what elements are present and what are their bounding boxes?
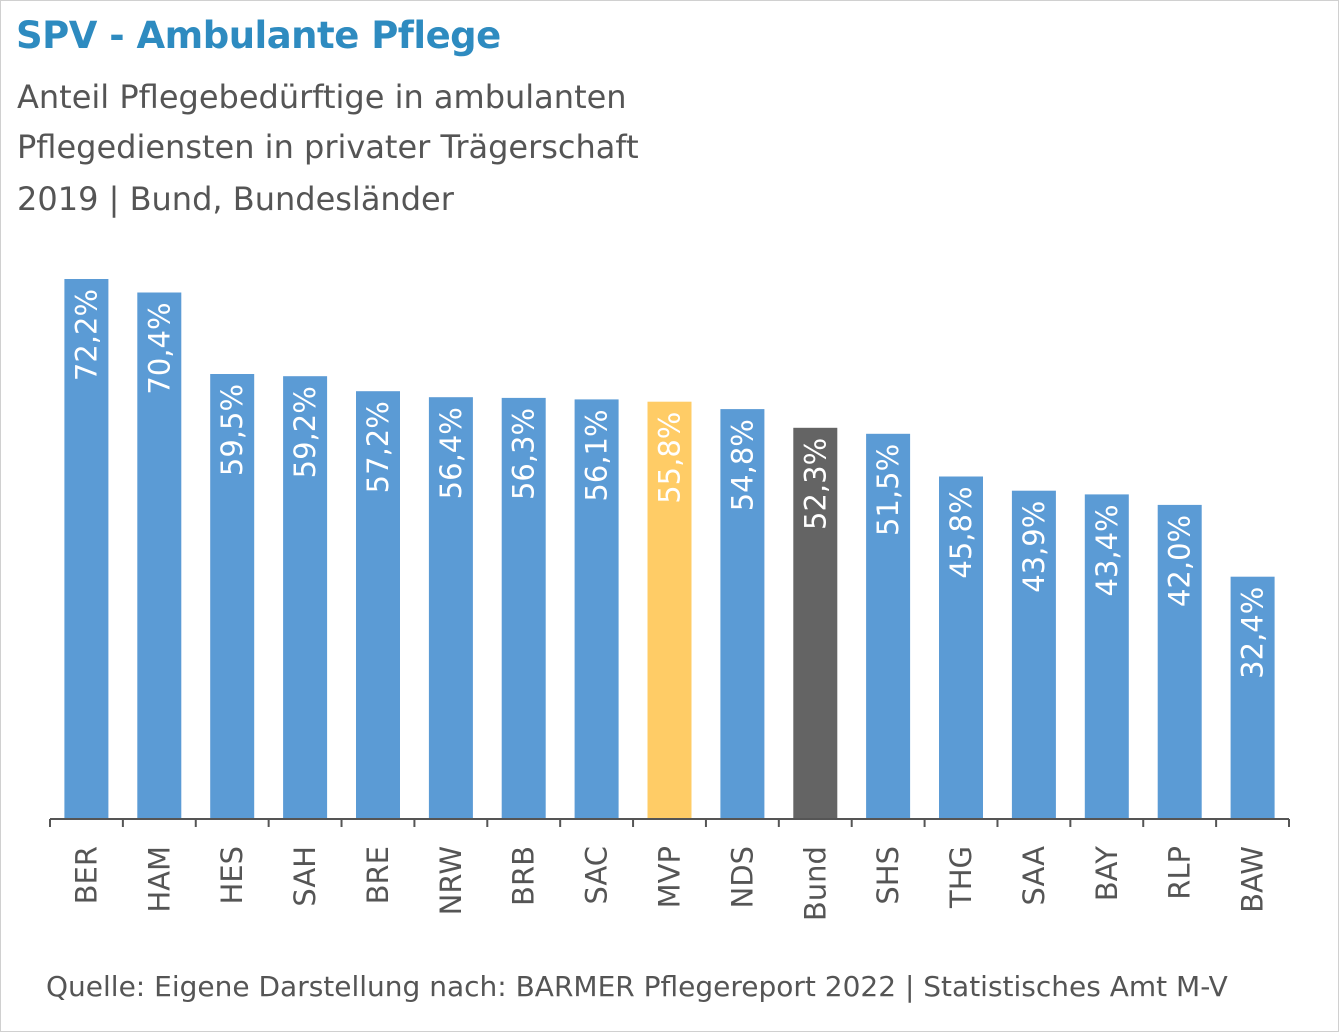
bar-bund [793, 427, 838, 819]
bar-thg [939, 476, 983, 819]
tick-label-rlp: RLP [1163, 846, 1197, 900]
tick-label-nds: NDS [725, 846, 759, 908]
data-label-rlp: 42,0% [1163, 515, 1197, 607]
chart-subtitle-line-2: Pflegediensten in privater Trägerschaft [17, 128, 639, 166]
bar-bre [356, 391, 400, 819]
chart-title: SPV - Ambulante Pflege [16, 14, 501, 57]
bar-sah [283, 376, 328, 819]
data-label-bre: 57,2% [361, 401, 395, 493]
tick-label-bre: BRE [361, 846, 395, 904]
tick-label-bay: BAY [1090, 846, 1124, 901]
data-label-sah: 59,2% [288, 386, 322, 478]
bar-ham [137, 292, 182, 819]
chart-subtitle-line-1: Anteil Pflegebedürftige in ambulanten [17, 78, 627, 116]
chart-subtitle-line-3: 2019 | Bund, Bundesländer [17, 180, 454, 218]
bar-hes [210, 374, 255, 819]
data-label-mvp: 55,8% [653, 412, 687, 504]
tick-label-saa: SAA [1017, 846, 1051, 906]
data-label-hes: 59,5% [215, 384, 249, 476]
bar-saa [1011, 490, 1056, 819]
data-label-sac: 56,1% [580, 409, 614, 501]
data-label-ber: 72,2% [69, 289, 103, 381]
bar-shs [866, 433, 911, 819]
data-label-nds: 54,8% [725, 419, 759, 511]
data-label-thg: 45,8% [944, 486, 978, 578]
tick-label-sac: SAC [580, 846, 614, 905]
bar-nrw [428, 397, 473, 819]
data-label-bay: 43,4% [1090, 504, 1124, 596]
data-label-nrw: 56,4% [434, 407, 468, 499]
tick-label-mvp: MVP [653, 846, 687, 908]
tick-label-brb: BRB [507, 846, 541, 906]
bar-mvp [647, 401, 692, 819]
tick-label-ber: BER [69, 846, 103, 904]
bar-bay [1084, 494, 1129, 819]
data-label-ham: 70,4% [142, 302, 176, 394]
data-label-saa: 43,9% [1017, 501, 1051, 593]
tick-label-sah: SAH [288, 846, 322, 907]
bar-baw [1230, 576, 1275, 819]
bar-rlp [1157, 504, 1202, 819]
data-label-baw: 32,4% [1236, 587, 1270, 679]
bar-ber [64, 279, 109, 819]
tick-label-baw: BAW [1236, 846, 1270, 913]
tick-label-nrw: NRW [434, 846, 468, 915]
bar-brb [501, 397, 546, 819]
bar-nds [720, 409, 765, 819]
data-label-brb: 56,3% [507, 408, 541, 500]
tick-label-hes: HES [215, 846, 249, 905]
data-label-bund: 52,3% [798, 438, 832, 530]
tick-label-ham: HAM [142, 846, 176, 913]
bar-sac [574, 399, 619, 819]
tick-label-bund: Bund [798, 846, 832, 921]
tick-label-shs: SHS [871, 846, 905, 905]
source-note: Quelle: Eigene Darstellung nach: BARMER … [46, 970, 1228, 1003]
tick-label-thg: THG [944, 846, 978, 909]
data-label-shs: 51,5% [871, 444, 905, 536]
